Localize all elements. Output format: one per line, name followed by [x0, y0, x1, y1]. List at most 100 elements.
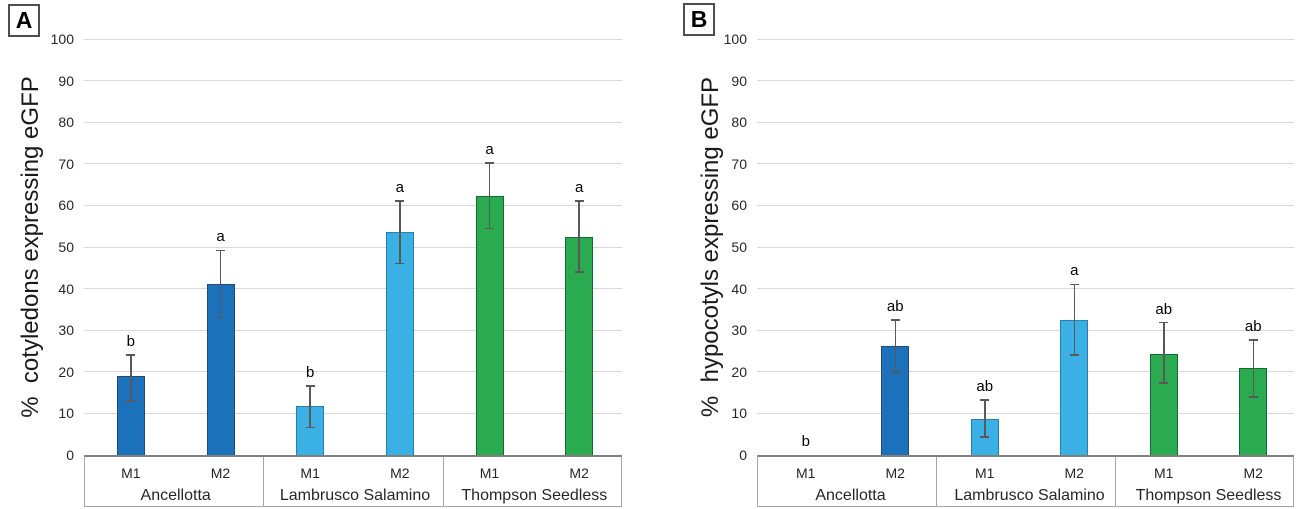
- gridline: [84, 80, 622, 82]
- category-label: M2: [1243, 465, 1263, 481]
- y-tick-label: 40: [731, 280, 747, 297]
- y-tick-label: 0: [739, 447, 747, 463]
- gridline: [757, 163, 1294, 165]
- sig-letter: a: [1070, 262, 1079, 280]
- error-bar: [399, 201, 401, 264]
- category-label: M2: [569, 465, 589, 481]
- error-bar: [894, 320, 896, 373]
- gridline: [757, 38, 1294, 40]
- y-tick-label: 10: [731, 405, 747, 422]
- category-label: M1: [975, 465, 995, 481]
- panel-b-label-box: B: [683, 3, 715, 36]
- group-label: Lambrusco Salamino: [279, 487, 431, 504]
- error-bar: [984, 400, 986, 438]
- y-tick-label: 30: [731, 322, 747, 339]
- y-tick-label: 30: [58, 322, 74, 339]
- y-tick-label: 80: [731, 114, 747, 131]
- y-tick-label: 60: [731, 197, 747, 214]
- gridline: [84, 204, 622, 206]
- error-bar-cap: [574, 200, 584, 202]
- error-bar: [130, 355, 132, 401]
- panel-b-label: B: [690, 6, 708, 32]
- bar: [385, 232, 414, 455]
- y-tick-label: 20: [731, 363, 747, 380]
- gridline: [757, 246, 1294, 248]
- gridline: [757, 412, 1294, 414]
- category-group-separator: [442, 457, 444, 507]
- group-label: Thompson Seedless: [461, 487, 608, 504]
- y-tick-label: 90: [58, 72, 74, 89]
- gridline: [84, 121, 622, 123]
- gridline: [84, 246, 622, 248]
- gridline: [757, 121, 1294, 123]
- group-label: Ancellotta: [140, 487, 211, 504]
- error-bar: [578, 201, 580, 272]
- category-group-separator: [263, 457, 265, 507]
- y-tick-label: 70: [731, 155, 747, 172]
- y-tick-label: 60: [58, 197, 74, 214]
- category-label: M1: [479, 465, 500, 481]
- sig-letter: ab: [1244, 317, 1262, 335]
- y-tick-label: 40: [58, 280, 74, 297]
- category-label: M1: [796, 465, 816, 481]
- category-label: M1: [1154, 465, 1174, 481]
- y-tick-label: 80: [58, 114, 74, 131]
- error-bar: [1163, 322, 1165, 384]
- sig-letter: b: [126, 333, 135, 351]
- sig-letter: a: [216, 228, 225, 246]
- y-tick-label: 90: [731, 72, 747, 89]
- y-tick-label: 100: [50, 31, 74, 47]
- gridline: [757, 204, 1294, 206]
- error-bar: [1252, 339, 1254, 398]
- sig-letter: a: [395, 179, 404, 197]
- gridline: [84, 38, 622, 40]
- gridline: [84, 288, 622, 290]
- y-tick-label: 100: [723, 31, 747, 47]
- error-bar: [219, 250, 222, 318]
- error-bar-cap: [890, 371, 900, 373]
- category-label: M2: [885, 465, 905, 481]
- gridline: [757, 329, 1294, 331]
- panel-a-label-box: A: [8, 4, 40, 37]
- error-bar: [309, 385, 311, 428]
- sig-letter: b: [305, 363, 315, 381]
- gridline: [84, 412, 622, 414]
- gridline: [84, 163, 622, 165]
- y-tick-label: 50: [58, 239, 74, 255]
- error-bar: [488, 162, 491, 229]
- category-label: M1: [300, 465, 320, 481]
- error-bar-cap: [1069, 354, 1079, 356]
- category-label: M1: [121, 465, 141, 481]
- error-bar-cap: [1069, 283, 1079, 286]
- error-bar-cap: [126, 354, 136, 356]
- category-axis-box: [84, 455, 622, 507]
- error-bar-cap: [305, 385, 315, 387]
- sig-letter: a: [485, 140, 494, 158]
- error-bar-cap: [574, 271, 584, 273]
- category-axis-box: [757, 455, 1294, 507]
- error-bar-cap: [1248, 396, 1258, 398]
- y-tick-label: 70: [58, 155, 74, 172]
- category-label: M2: [210, 465, 231, 481]
- category-group-separator: [1115, 457, 1116, 507]
- error-bar-cap: [395, 262, 405, 265]
- y-tick-label: 20: [58, 363, 74, 380]
- error-bar-cap: [980, 399, 990, 401]
- gridline: [757, 80, 1294, 82]
- bar: [565, 236, 594, 455]
- gridline: [84, 371, 622, 373]
- category-label: M2: [1064, 465, 1084, 481]
- error-bar: [1073, 284, 1075, 356]
- y-tick-label: 0: [66, 447, 74, 463]
- sig-letter: ab: [886, 298, 904, 316]
- error-bar-cap: [216, 316, 225, 319]
